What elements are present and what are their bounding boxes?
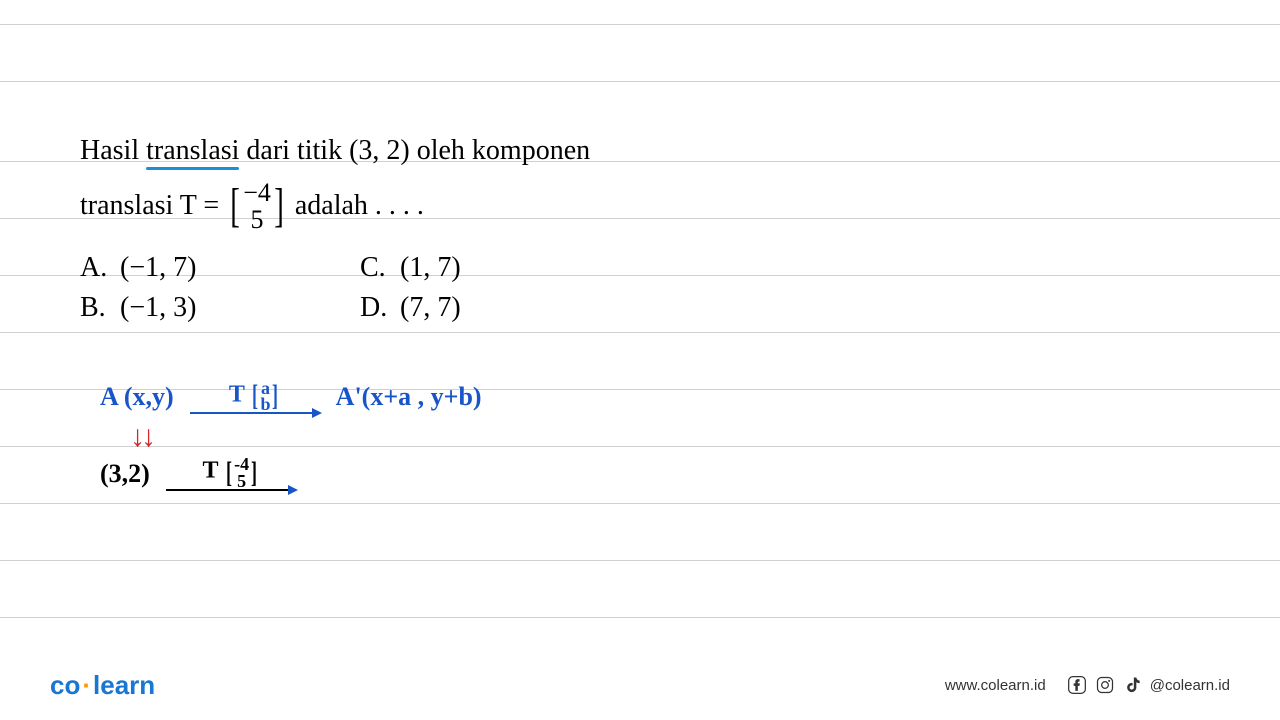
hw-small-matrix-ab: [ a b ] (250, 380, 280, 412)
social-icons: @colearn.id (1066, 674, 1230, 696)
hw-small-matrix-spec: [ -4 5 ] (224, 456, 259, 488)
sm-col-2: -4 5 (234, 456, 249, 488)
logo-learn: learn (93, 670, 155, 700)
hw-trans-spec: T [ -4 5 ] (203, 456, 260, 488)
option-c-value: (1, 7) (400, 252, 461, 283)
tiktok-icon (1122, 674, 1144, 696)
option-b-value: (−1, 3) (120, 292, 196, 323)
option-a: A.(−1, 7) (80, 252, 360, 284)
hw-specific-line: (3,2) T [ -4 5 ] (100, 456, 482, 490)
option-a-label: A. (80, 252, 120, 284)
social-handle: @colearn.id (1150, 677, 1230, 694)
q1-post: dari titik (3, 2) oleh komponen (239, 135, 590, 166)
matrix-column: −4 5 (243, 179, 271, 234)
q1-pre: Hasil (80, 135, 146, 166)
hw-t-prefix-1: T (229, 382, 245, 408)
q1-underlined: translasi (146, 135, 239, 167)
hw-arrow-line-1 (190, 412, 320, 414)
sm-col-1: a b (260, 380, 270, 412)
logo-dot: · (82, 670, 91, 700)
question-content: Hasil translasi dari titik (3, 2) oleh k… (80, 135, 1200, 324)
translation-matrix: [ −4 5 ] (227, 179, 287, 234)
instagram-icon (1094, 674, 1116, 696)
option-b-label: B. (80, 292, 120, 324)
logo-co: co (50, 670, 80, 700)
lined-background (0, 0, 1280, 650)
matrix-top: −4 (243, 179, 271, 206)
option-c-label: C. (360, 252, 400, 284)
bracket-right: ] (274, 182, 284, 230)
hw-trans-ab: T [ a b ] (229, 380, 281, 412)
question-line-2: translasi T = [ −4 5 ] adalah . . . . (80, 179, 1200, 234)
option-b: B.(−1, 3) (80, 292, 360, 324)
hw-arrow-2: T [ -4 5 ] (166, 456, 296, 490)
q2-post: adalah . . . . (295, 190, 424, 222)
hw-generic-line: A (x,y) T [ a b ] A'(x+a , y+b) (100, 380, 482, 414)
footer: co·learn www.colearn.id @colearn.id (0, 650, 1280, 720)
option-d-label: D. (360, 292, 400, 324)
hw-red-arrows: ↓↓ (130, 420, 482, 454)
hw-arrow-1: T [ a b ] (190, 380, 320, 414)
hw-t-prefix-2: T (203, 458, 219, 484)
option-d-value: (7, 7) (400, 292, 461, 323)
hw-arrow-line-2 (166, 489, 296, 491)
sm-ab-bottom: b (260, 396, 270, 412)
website-url: www.colearn.id (945, 677, 1046, 694)
sm-spec-bottom: 5 (237, 473, 246, 489)
bracket-left: [ (230, 182, 240, 230)
hw-point-specific: (3,2) (100, 459, 150, 489)
sm-br-1: ] (272, 383, 278, 409)
colearn-logo: co·learn (50, 670, 155, 701)
handwriting-work: A (x,y) T [ a b ] A'(x+a , y+b) ↓↓ (3,2) (100, 380, 482, 491)
matrix-bottom: 5 (251, 206, 264, 233)
footer-right: www.colearn.id @colearn.id (945, 674, 1230, 696)
q2-pre: translasi T = (80, 190, 219, 222)
facebook-icon (1066, 674, 1088, 696)
option-d: D.(7, 7) (360, 292, 640, 324)
hw-point-generic: A (x,y) (100, 382, 174, 412)
answer-options: A.(−1, 7) C.(1, 7) B.(−1, 3) D.(7, 7) (80, 252, 1200, 324)
option-a-value: (−1, 7) (120, 252, 196, 283)
question-line-1: Hasil translasi dari titik (3, 2) oleh k… (80, 135, 1200, 167)
sm-bl-1: [ (252, 383, 258, 409)
option-c: C.(1, 7) (360, 252, 640, 284)
sm-br-2: ] (251, 460, 257, 486)
sm-bl-2: [ (226, 460, 232, 486)
hw-result-generic: A'(x+a , y+b) (336, 382, 482, 412)
